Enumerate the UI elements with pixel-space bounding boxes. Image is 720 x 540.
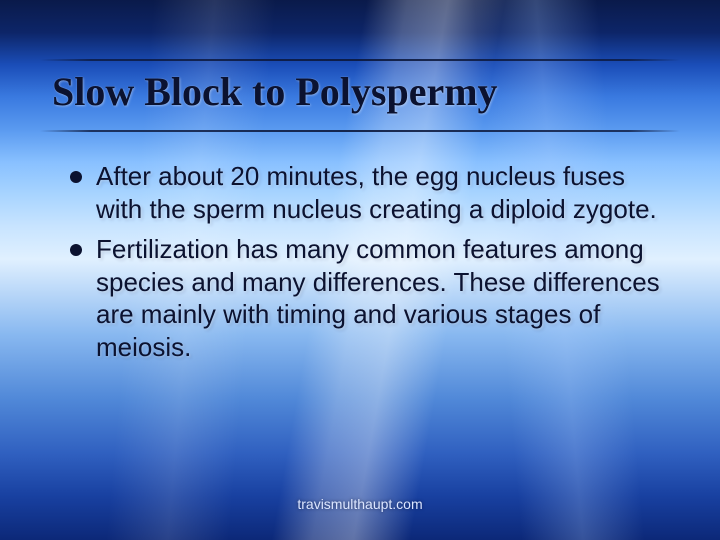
bullet-item: Fertilization has many common features a… [70,233,660,363]
bullet-dot-icon [70,244,82,256]
slide-body: After about 20 minutes, the egg nucleus … [70,160,660,371]
slide-footer: travismulthaupt.com [0,496,720,512]
divider-under-title [40,130,680,132]
divider-top [40,59,680,61]
slide-title: Slow Block to Polyspermy [52,70,668,114]
bullet-text: After about 20 minutes, the egg nucleus … [96,161,657,224]
bullet-text: Fertilization has many common features a… [96,234,660,362]
bullet-dot-icon [70,171,82,183]
bullet-item: After about 20 minutes, the egg nucleus … [70,160,660,225]
presentation-slide: Slow Block to Polyspermy After about 20 … [0,0,720,540]
